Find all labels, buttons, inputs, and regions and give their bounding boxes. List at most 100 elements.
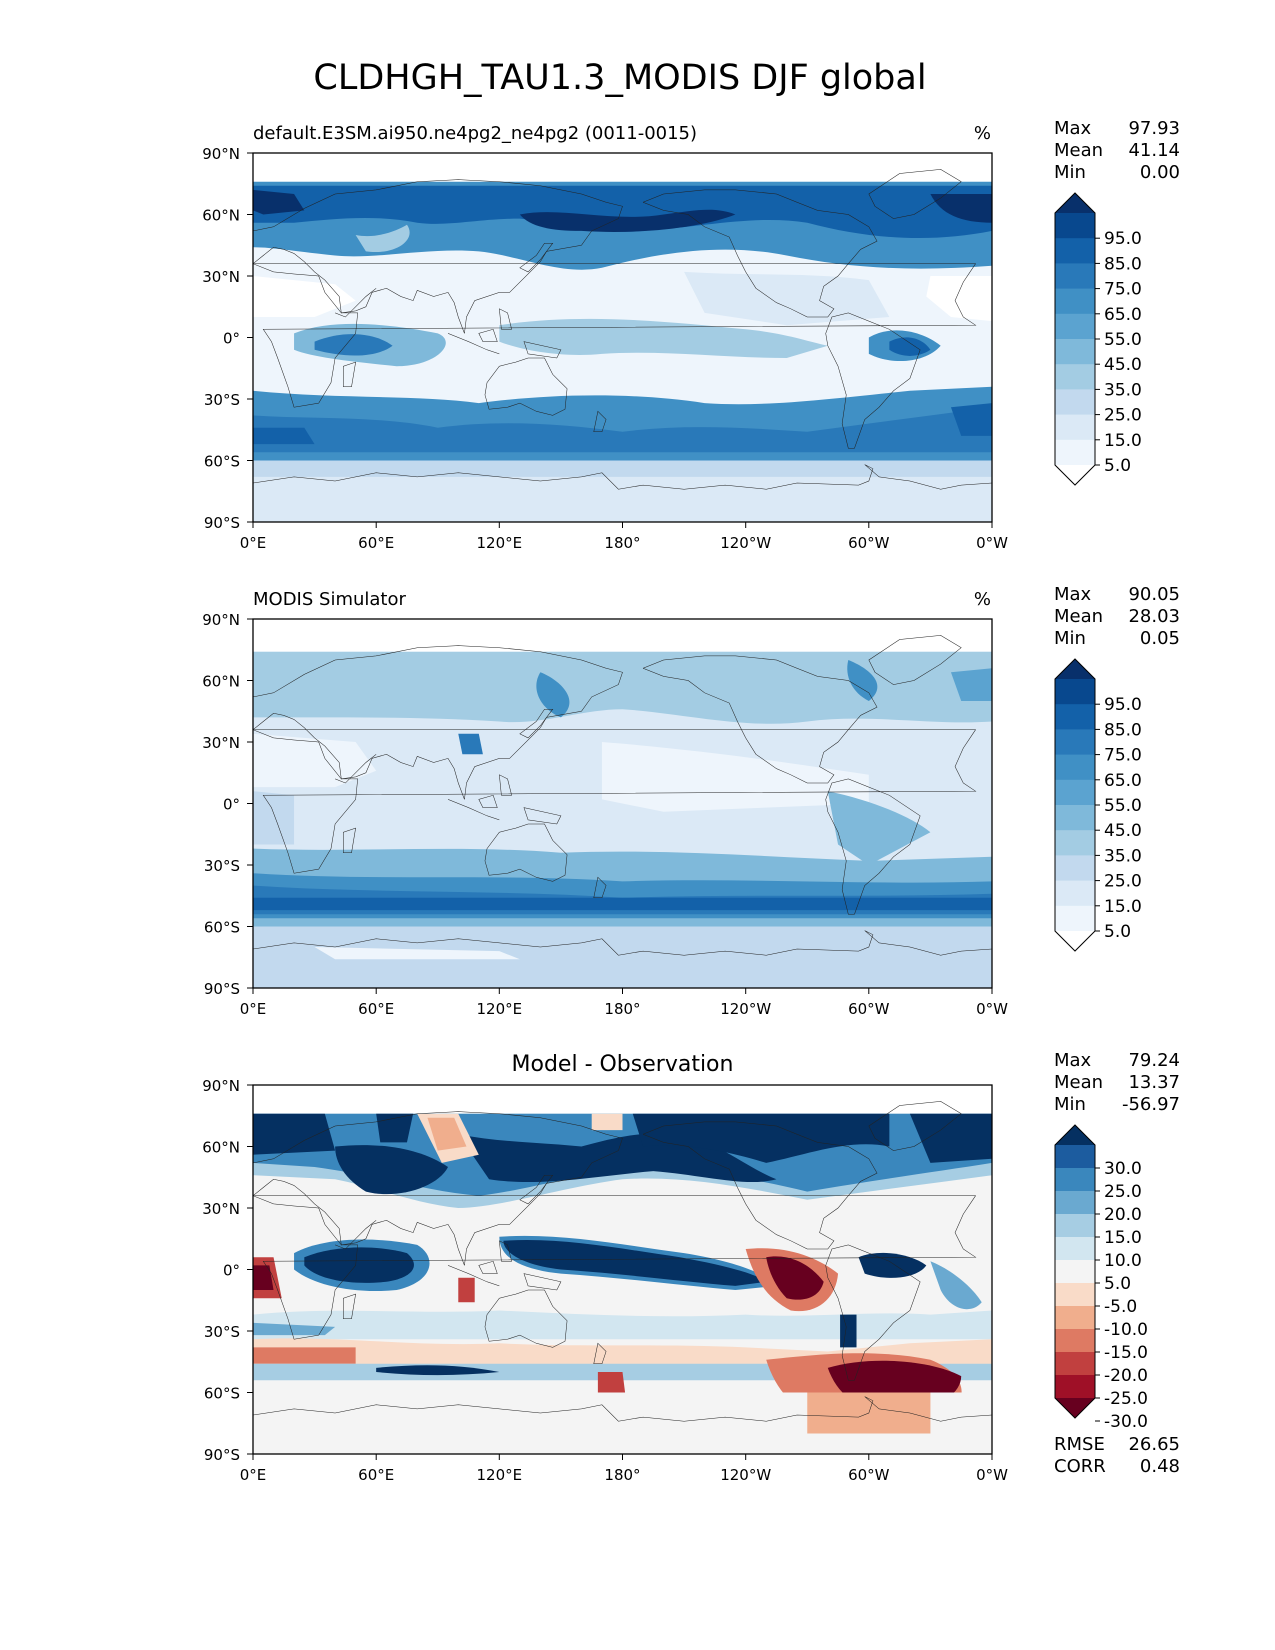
lat-tick: 30°N — [202, 268, 240, 286]
colorbar-label: 5.0 — [1104, 922, 1131, 942]
colorbar-label: 95.0 — [1104, 229, 1142, 249]
lat-tick: 30°S — [204, 1323, 240, 1341]
colorbar-swatch — [1055, 1214, 1095, 1238]
panel-obs: MODIS Simulator % — [202, 584, 1180, 1018]
colorbar-label: 5.0 — [1104, 1274, 1131, 1294]
colorbar-swatch — [1055, 364, 1095, 390]
stat-value: 97.93 — [1128, 118, 1180, 139]
metric-label: RMSE — [1054, 1434, 1105, 1455]
lon-tick: 180° — [604, 534, 640, 552]
colorbar-swatch — [1055, 1168, 1095, 1192]
panel-diff-stats: Max 79.24 Mean 13.37 Min -56.97 — [1054, 1050, 1180, 1115]
panel-model: default.E3SM.ai950.ne4pg2_ne4pg2 (0011-0… — [202, 118, 1180, 552]
colorbar-swatch — [1055, 1306, 1095, 1330]
stat-label: Min — [1054, 1094, 1086, 1115]
lon-tick: 0°E — [240, 1000, 267, 1018]
lat-tick: 90°S — [204, 514, 240, 532]
colorbar-swatch — [1055, 288, 1095, 315]
lon-tick: 60°W — [848, 1466, 890, 1484]
colorbar-swatch — [1055, 1352, 1095, 1376]
colorbar-extend-max — [1055, 659, 1095, 679]
stat-label: Max — [1054, 1050, 1092, 1071]
colorbar-label: 35.0 — [1104, 846, 1142, 866]
colorbar-extend-min — [1055, 931, 1095, 951]
colorbar-swatch — [1055, 880, 1095, 907]
colorbar-label: 20.0 — [1104, 1205, 1142, 1225]
lat-tick: 30°N — [202, 1200, 240, 1218]
lat-tick: 60°S — [204, 1385, 240, 1403]
lon-tick: 60°W — [848, 534, 890, 552]
lat-tick: 60°N — [202, 673, 240, 691]
colorbar-label: 95.0 — [1104, 695, 1142, 715]
stat-value: 0.00 — [1140, 162, 1180, 183]
colorbar-extend-min — [1055, 465, 1095, 485]
metric-label: CORR — [1054, 1456, 1106, 1477]
lat-tick: 90°N — [202, 145, 240, 163]
lon-tick: 120°E — [476, 1466, 522, 1484]
colorbar-swatch — [1055, 805, 1095, 831]
lat-tick: 60°S — [204, 919, 240, 937]
lon-tick: 0°W — [976, 534, 1008, 552]
colorbar-label: 25.0 — [1104, 1182, 1142, 1202]
panel-model-stats: Max 97.93 Mean 41.14 Min 0.00 — [1054, 118, 1180, 183]
panel-obs-stats: Max 90.05 Mean 28.03 Min 0.05 — [1054, 584, 1180, 649]
colorbar-swatch — [1055, 213, 1095, 239]
lat-tick: 30°S — [204, 857, 240, 875]
colorbar-label: -10.0 — [1104, 1320, 1148, 1340]
lat-tick: 30°N — [202, 734, 240, 752]
colorbar-label: 65.0 — [1104, 305, 1142, 325]
stat-label: Mean — [1054, 140, 1103, 161]
colorbar-extend-max — [1055, 193, 1095, 213]
colorbar-label: -30.0 — [1104, 1412, 1148, 1432]
lat-tick: 30°S — [204, 391, 240, 409]
colorbar-label: 45.0 — [1104, 355, 1142, 375]
panel-obs-colorbar: 95.0 85.0 75.0 65.0 55.0 45.0 35.0 25.0 15.0 5.0 — [1054, 658, 1142, 952]
stat-value: 28.03 — [1128, 606, 1180, 627]
lat-tick: 90°S — [204, 980, 240, 998]
lat-tick: 0° — [223, 330, 240, 348]
colorbar-label: -15.0 — [1104, 1343, 1148, 1363]
lon-tick: 120°W — [720, 534, 771, 552]
lon-tick: 60°E — [358, 1000, 394, 1018]
lon-tick: 180° — [604, 1466, 640, 1484]
stat-value: -56.97 — [1122, 1094, 1180, 1115]
colorbar-swatch — [1055, 1145, 1095, 1169]
lon-tick: 120°E — [476, 534, 522, 552]
colorbar-extend-max — [1055, 1125, 1095, 1145]
colorbar-label: 45.0 — [1104, 821, 1142, 841]
colorbar-swatch — [1055, 439, 1095, 466]
stat-label: Max — [1054, 118, 1092, 139]
lon-tick: 0°E — [240, 1466, 267, 1484]
lon-tick: 60°E — [358, 534, 394, 552]
colorbar-swatch — [1055, 339, 1095, 365]
colorbar-swatch — [1055, 313, 1095, 340]
colorbar-label: 30.0 — [1104, 1159, 1142, 1179]
panel-model-units: % — [974, 123, 991, 144]
colorbar-swatch — [1055, 905, 1095, 932]
colorbar-label: 55.0 — [1104, 330, 1142, 350]
stat-value: 41.14 — [1128, 140, 1180, 161]
lat-tick: 60°N — [202, 1139, 240, 1157]
colorbar-swatch — [1055, 1237, 1095, 1261]
colorbar-swatch — [1055, 754, 1095, 781]
lon-tick: 0°W — [976, 1000, 1008, 1018]
panel-diff-metrics: RMSE 26.65 CORR 0.48 — [1054, 1434, 1180, 1477]
colorbar-swatch — [1055, 238, 1095, 264]
panel-diff: Model - Observation — [202, 1050, 1180, 1484]
colorbar-swatch — [1055, 729, 1095, 756]
panel-diff-lat-ticks: 90°N 60°N 30°N 0° 30°S 60°S 90°S — [202, 1077, 253, 1464]
colorbar-label: -20.0 — [1104, 1366, 1148, 1386]
colorbar-label: 15.0 — [1104, 1228, 1142, 1248]
stat-value: 79.24 — [1128, 1050, 1180, 1071]
colorbar-label: 75.0 — [1104, 280, 1142, 300]
metric-value: 0.48 — [1140, 1456, 1180, 1477]
figure-title: CLDHGH_TAU1.3_MODIS DJF global — [313, 58, 926, 98]
colorbar-swatch — [1055, 263, 1095, 290]
stat-value: 0.05 — [1140, 628, 1180, 649]
stat-label: Mean — [1054, 1072, 1103, 1093]
colorbar-label: 85.0 — [1104, 254, 1142, 274]
colorbar-swatch — [1055, 830, 1095, 856]
colorbar-extend-min — [1055, 1398, 1095, 1418]
panel-diff-title: Model - Observation — [512, 1052, 734, 1077]
colorbar-label: 55.0 — [1104, 796, 1142, 816]
